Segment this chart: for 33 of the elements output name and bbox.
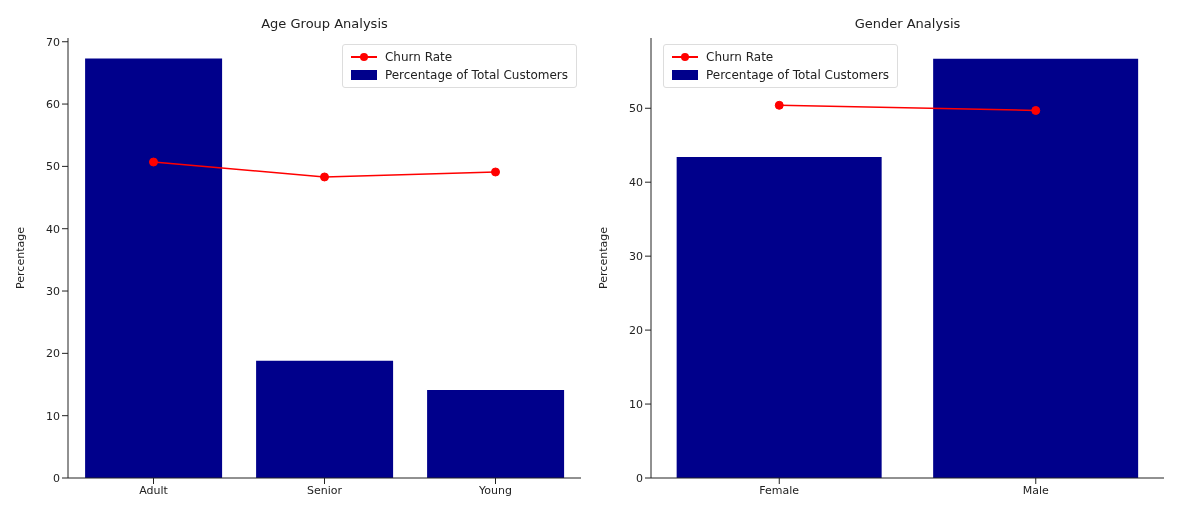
y-tick-label: 30 bbox=[46, 284, 60, 298]
y-tick-label: 30 bbox=[629, 250, 643, 264]
y-tick-label: 10 bbox=[629, 397, 643, 411]
y-tick-label: 0 bbox=[53, 471, 60, 485]
y-tick-label: 70 bbox=[46, 35, 60, 49]
y-axis-title: Percentage bbox=[596, 226, 610, 289]
x-tick-label: Female bbox=[759, 483, 800, 497]
x-tick-label: Male bbox=[1022, 483, 1050, 497]
y-axis-title: Percentage bbox=[13, 226, 27, 289]
legend-label: Percentage of Total Customers bbox=[384, 67, 568, 84]
point bbox=[149, 157, 158, 167]
y-tick-label: 40 bbox=[46, 222, 60, 236]
y-tick-label: 0 bbox=[636, 471, 643, 485]
legend-label: Churn Rate bbox=[384, 49, 453, 66]
chart-title: Age Group Analysis bbox=[260, 16, 389, 31]
point bbox=[320, 172, 329, 182]
x-tick-label: Senior bbox=[306, 483, 343, 497]
legend-label: Churn Rate bbox=[706, 49, 774, 66]
legend-label: Percentage of Total Customers bbox=[706, 67, 890, 84]
x-tick-label: Adult bbox=[139, 483, 169, 497]
y-tick-label: 40 bbox=[629, 176, 643, 190]
chart-title: Gender Analysis bbox=[853, 16, 962, 31]
bar bbox=[85, 58, 223, 478]
y-tick-label: 50 bbox=[629, 102, 643, 116]
y-tick-label: 20 bbox=[46, 347, 60, 361]
x-tick-label: Young bbox=[478, 483, 512, 497]
y-tick-label: 50 bbox=[46, 160, 60, 174]
y-tick-label: 60 bbox=[46, 97, 60, 111]
point bbox=[491, 167, 500, 177]
y-tick-label: 20 bbox=[629, 324, 643, 338]
bar bbox=[256, 360, 394, 478]
bar bbox=[427, 390, 565, 478]
y-tick-label: 10 bbox=[46, 409, 60, 423]
